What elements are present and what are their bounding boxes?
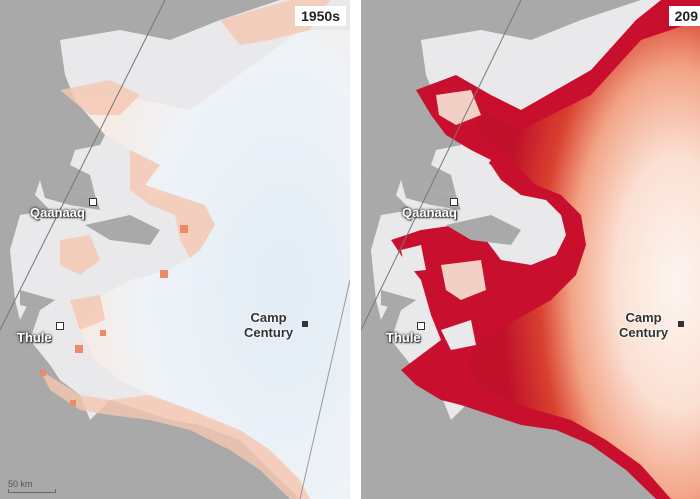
camp-label-line2: Century xyxy=(244,325,294,340)
map-panel-1950s: 1950s Qaanaaq Thule Camp Century 50 km xyxy=(0,0,350,499)
scale-bar xyxy=(8,489,56,493)
thule-marker xyxy=(417,322,425,330)
thule-marker xyxy=(56,322,64,330)
era-label: 1950s xyxy=(295,6,346,26)
era-label: 209 xyxy=(668,6,700,26)
meridian-line xyxy=(0,0,166,331)
thule-label: Thule xyxy=(17,330,52,345)
map-1950s xyxy=(0,0,350,499)
camp-label-line1: Camp xyxy=(250,310,287,325)
ice-sheet xyxy=(466,20,700,499)
melt-fringe-1950s xyxy=(40,0,330,499)
camp-century-marker xyxy=(678,321,684,327)
unmelted-land xyxy=(401,145,491,350)
scale-label: 50 km xyxy=(8,479,33,489)
meridian-line xyxy=(361,0,522,331)
fjords xyxy=(0,165,160,310)
panel-divider xyxy=(350,0,361,499)
map-2090s xyxy=(361,0,700,499)
thule-label: Thule xyxy=(386,330,421,345)
camp-century-label: Camp Century xyxy=(244,310,293,340)
ice-sheet xyxy=(75,30,350,499)
fjords xyxy=(361,165,521,310)
camp-century-label: Camp Century xyxy=(619,310,668,340)
melt-spots-1950s xyxy=(40,225,188,406)
qaanaaq-label: Qaanaaq xyxy=(30,205,85,220)
map-panel-2090s: 209 Qaanaaq Thule Camp Century xyxy=(361,0,700,499)
meridian-line-2 xyxy=(299,279,350,499)
camp-century-marker xyxy=(302,321,308,327)
camp-label-line1: Camp xyxy=(625,310,662,325)
qaanaaq-marker xyxy=(89,198,97,206)
coastal-patches xyxy=(436,90,486,300)
qaanaaq-marker xyxy=(450,198,458,206)
camp-label-line2: Century xyxy=(619,325,669,340)
qaanaaq-label: Qaanaaq xyxy=(402,205,457,220)
